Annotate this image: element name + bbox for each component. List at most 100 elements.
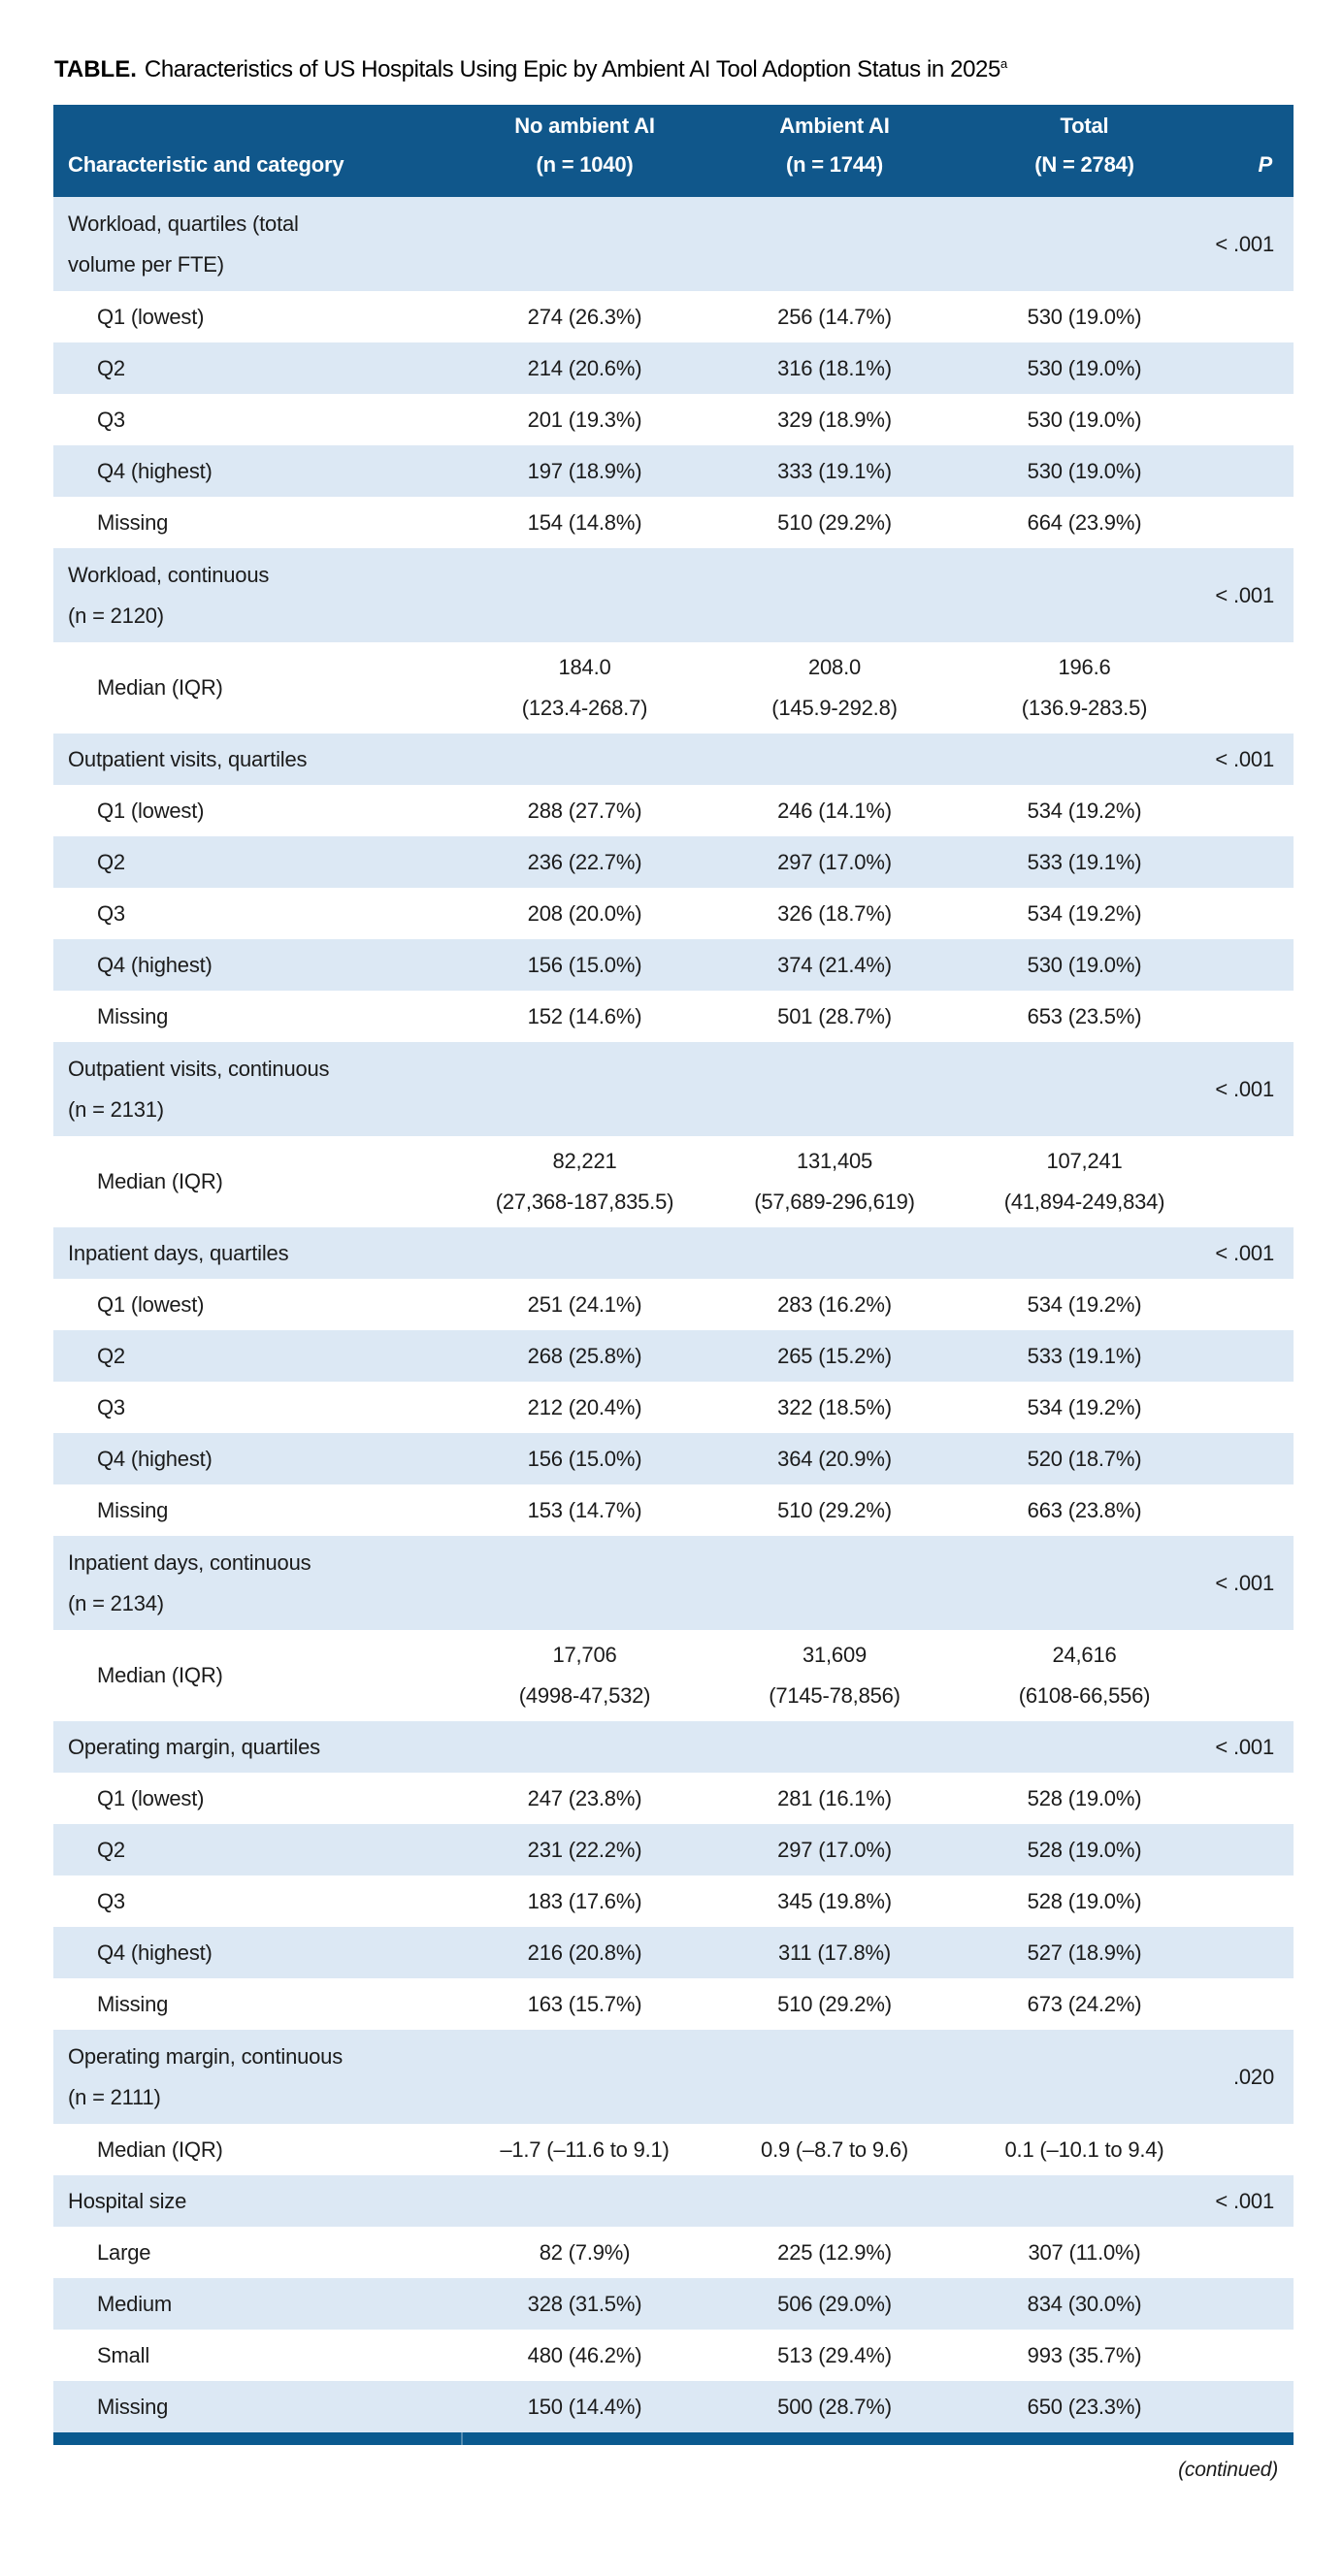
hospital-characteristics-table: Characteristic and category No ambient A… — [53, 105, 1294, 2445]
table-bottom-bar — [53, 2432, 1294, 2445]
table-row: Q2 268 (25.8%) 265 (15.2%) 533 (19.1%) — [53, 1330, 1294, 1382]
cell-total: 534 (19.2%) — [1027, 1394, 1142, 1419]
table-row: Q4 (highest) 156 (15.0%) 364 (20.9%) 520 (1… — [53, 1433, 1294, 1484]
table-row: Q1 (lowest) 288 (27.7%) 246 (14.1%) 534 (19… — [53, 785, 1294, 836]
cell-total: 650 (23.3%) — [1027, 2394, 1142, 2419]
cell-total: 196.6 (136.9-283.5) — [961, 647, 1208, 729]
row-label: Q1 (lowest) — [53, 297, 461, 338]
table-row: Missing 150 (14.4%) 500 (28.7%) 650 (23.3%) — [53, 2381, 1294, 2432]
column-header-label: Total — [1060, 114, 1109, 138]
row-label-line: Q1 (lowest) — [97, 1291, 205, 1317]
row-label-line: Missing — [97, 2394, 169, 2419]
row-label-line: Q2 — [97, 355, 125, 380]
row-label-line: Inpatient days, continuous — [68, 1549, 311, 1575]
bottom-bar-column-seam — [461, 2432, 463, 2445]
cell-total: 530 (19.0%) — [1027, 458, 1142, 483]
cell-no-ambient-ai: 156 (15.0%) — [527, 952, 642, 977]
row-label: Q4 (highest) — [53, 1439, 461, 1480]
cell-ambient-ai: 297 (17.0%) — [777, 1837, 892, 1862]
cell-total: 834 (30.0%) — [1027, 2291, 1142, 2316]
cell-ambient-ai: 0.9 (–8.7 to 9.6) — [761, 2136, 908, 2162]
table-row: Q3 208 (20.0%) 326 (18.7%) 534 (19.2%) — [53, 888, 1294, 939]
row-label: Q3 — [53, 400, 461, 440]
cell-ambient-ai: 374 (21.4%) — [777, 952, 892, 977]
row-label-line: (n = 2131) — [68, 1096, 164, 1122]
cell-total: 534 (19.2%) — [1027, 798, 1142, 823]
cell-ambient-ai: 510 (29.2%) — [777, 1991, 892, 2016]
row-label: Missing — [53, 996, 461, 1037]
cell-no-ambient-ai: 197 (18.9%) — [527, 458, 642, 483]
cell-no-ambient-ai: 208 (20.0%) — [527, 900, 642, 926]
table-row: Missing 152 (14.6%) 501 (28.7%) 653 (23.5%) — [53, 991, 1294, 1042]
row-label-line: Q2 — [97, 1343, 125, 1368]
cell-value-line: 131,405 — [796, 1149, 873, 1173]
cell-total: 520 (18.7%) — [1027, 1446, 1142, 1471]
row-label-line: Large — [97, 2239, 151, 2265]
cell-ambient-ai: 333 (19.1%) — [777, 458, 892, 483]
table-row: Median (IQR) 82,221 (27,368-187,835.5) 131,… — [53, 1136, 1294, 1227]
table-row: Hospital size < .001 — [53, 2175, 1294, 2227]
table-row: Inpatient days, quartiles < .001 — [53, 1227, 1294, 1279]
table-row: Outpatient visits, continuous (n = 2131) <… — [53, 1042, 1294, 1136]
cell-ambient-ai: 326 (18.7%) — [777, 900, 892, 926]
cell-p-value: < .001 — [1215, 746, 1274, 771]
row-label-line: Median (IQR) — [97, 2136, 223, 2162]
cell-ambient-ai: 329 (18.9%) — [777, 407, 892, 432]
column-header-ambient-ai: Ambient AI (n = 1744) — [708, 105, 961, 197]
table-row: Q3 183 (17.6%) 345 (19.8%) 528 (19.0%) — [53, 1875, 1294, 1927]
cell-ambient-ai: 297 (17.0%) — [777, 849, 892, 874]
row-label-line: Q1 (lowest) — [97, 304, 205, 329]
cell-ambient-ai: 501 (28.7%) — [777, 1003, 892, 1028]
cell-value-line: 31,609 — [802, 1643, 868, 1667]
row-label: Large — [53, 2233, 461, 2273]
table-header-row: Characteristic and category No ambient A… — [53, 105, 1294, 197]
table-row: Q4 (highest) 156 (15.0%) 374 (21.4%) 530 (1… — [53, 939, 1294, 991]
cell-ambient-ai: 256 (14.7%) — [777, 304, 892, 329]
cell-total: 663 (23.8%) — [1027, 1497, 1142, 1522]
table-row: Median (IQR) 17,706 (4998-47,532) 31,609 (71… — [53, 1630, 1294, 1721]
row-label-line: Q1 (lowest) — [97, 1785, 205, 1810]
cell-total: 530 (19.0%) — [1027, 355, 1142, 380]
cell-no-ambient-ai: 288 (27.7%) — [527, 798, 642, 823]
cell-ambient-ai: 500 (28.7%) — [777, 2394, 892, 2419]
cell-p-value: < .001 — [1215, 582, 1274, 607]
cell-value-line: 17,706 — [552, 1643, 617, 1667]
row-label-line: Q1 (lowest) — [97, 798, 205, 823]
cell-value-line: (4998-47,532) — [518, 1683, 651, 1708]
cell-total: 24,616 (6108-66,556) — [961, 1635, 1208, 1716]
table-row: Missing 153 (14.7%) 510 (29.2%) 663 (23.8%) — [53, 1484, 1294, 1536]
cell-no-ambient-ai: 152 (14.6%) — [527, 1003, 642, 1028]
row-label: Q1 (lowest) — [53, 1285, 461, 1325]
cell-value-line: 184.0 — [558, 655, 611, 679]
cell-value-line: 107,241 — [1046, 1149, 1123, 1173]
cell-no-ambient-ai: 214 (20.6%) — [527, 355, 642, 380]
row-label-section: Outpatient visits, quartiles — [53, 739, 461, 780]
table-title-prefix: TABLE. — [54, 56, 137, 82]
table-row: Q4 (highest) 197 (18.9%) 333 (19.1%) 530 (1… — [53, 445, 1294, 497]
cell-p-value: < .001 — [1215, 231, 1274, 256]
cell-total: 530 (19.0%) — [1027, 407, 1142, 432]
cell-total: 528 (19.0%) — [1027, 1837, 1142, 1862]
table-row: Operating margin, continuous (n = 2111) .0… — [53, 2030, 1294, 2124]
cell-ambient-ai: 364 (20.9%) — [777, 1446, 892, 1471]
cell-total: 533 (19.1%) — [1027, 849, 1142, 874]
row-label-line: Missing — [97, 1991, 169, 2016]
table-row: Median (IQR) 184.0 (123.4-268.7) 208.0 (145.… — [53, 642, 1294, 734]
row-label-line: Workload, continuous — [68, 562, 270, 587]
cell-no-ambient-ai: 163 (15.7%) — [527, 1991, 642, 2016]
table-row: Workload, quartiles (total volume per FTE… — [53, 197, 1294, 291]
table-body: Workload, quartiles (total volume per FTE… — [53, 197, 1294, 2432]
row-label-section: Operating margin, quartiles — [53, 1727, 461, 1768]
row-label-line: Outpatient visits, quartiles — [68, 746, 308, 771]
cell-no-ambient-ai: 236 (22.7%) — [527, 849, 642, 874]
row-label: Median (IQR) — [53, 668, 461, 708]
table-row: Small 480 (46.2%) 513 (29.4%) 993 (35.7%) — [53, 2330, 1294, 2381]
row-label: Q2 — [53, 348, 461, 389]
cell-value-line: 196.6 — [1058, 655, 1111, 679]
row-label-line: Q4 (highest) — [97, 1940, 213, 1965]
cell-total: 528 (19.0%) — [1027, 1888, 1142, 1913]
cell-p-value: < .001 — [1215, 1076, 1274, 1101]
cell-ambient-ai: 316 (18.1%) — [777, 355, 892, 380]
cell-ambient-ai: 510 (29.2%) — [777, 509, 892, 535]
cell-total: 533 (19.1%) — [1027, 1343, 1142, 1368]
